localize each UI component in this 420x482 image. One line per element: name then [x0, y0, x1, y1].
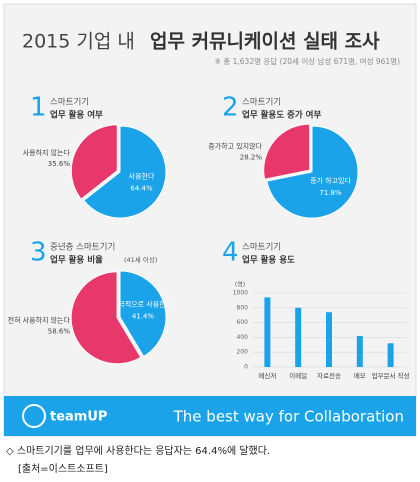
y-tick-label: 800 [237, 304, 249, 311]
x-tick-label: 이메일 [289, 371, 307, 380]
slice-label: 사용한다 [129, 171, 155, 180]
logo-icon [22, 404, 46, 428]
slice-value: 64.4% [130, 184, 153, 192]
title-bold: 업무 커뮤니케이션 실태 조사 [150, 31, 380, 53]
panel-label: 스마트기기 [242, 243, 281, 253]
x-tick-label: 메신저 [258, 371, 276, 380]
slice-label: 적극적으로 사용한다. [112, 300, 174, 309]
slice-value: 58.6% [48, 328, 71, 336]
panel-number: 1 [30, 93, 47, 123]
panel-title: 업무 활용 용도 [242, 255, 295, 266]
panel-background [3, 3, 417, 437]
y-tick-label: 600 [237, 319, 249, 326]
panel-title: 업무 활용도 증가 여부 [242, 110, 321, 121]
footer-band [4, 396, 416, 436]
slice-value: 41.4% [132, 313, 155, 321]
bar [356, 335, 363, 367]
panel-title: 업무 활용 여부 [50, 110, 103, 121]
subtitle: ※ 총 1,632명 응답 (20세 이상 남성 671명, 여성 961명) [215, 56, 400, 66]
pie-slice [83, 125, 167, 219]
slice-label: 전혀 사용하지 않는다 [8, 316, 71, 325]
y-unit: (명) [235, 281, 245, 289]
x-tick-label: 업무문서 작성 [372, 371, 410, 380]
bar [295, 307, 302, 367]
caption: ◇ 스마트기기를 업무에 사용한다는 응답자는 64.4%에 달했다. [6, 444, 270, 457]
slice-label: 사용하지 않는다 [23, 148, 71, 157]
panel-number: 3 [30, 238, 47, 268]
bar [264, 297, 271, 367]
panel-number: 2 [222, 93, 239, 123]
panel-label: 스마트기기 [242, 98, 281, 108]
x-tick-label: 자료전송 [317, 371, 341, 380]
panel-label: 스마트기기 [50, 98, 89, 108]
pie-slice [119, 270, 167, 358]
pie-slice [70, 271, 142, 365]
source: [출처=이스트소프트] [18, 463, 108, 475]
slogan: The best way for Collaboration [173, 408, 404, 426]
slice-value: 28.2% [240, 154, 263, 162]
x-tick-label: 메모 [354, 372, 366, 380]
panel-title: 업무 활용 비율 [50, 255, 103, 266]
brand: teamUP [50, 410, 107, 425]
slice-label: 증가하고 있지않다 [208, 142, 262, 151]
slice-label: 증가 하고있다 [310, 176, 351, 185]
y-tick-label: 400 [237, 334, 249, 341]
bar [387, 343, 394, 367]
title-light: 2015 기업 내 [22, 31, 135, 53]
pie-slice [263, 123, 311, 180]
y-tick-label: 0 [244, 364, 248, 371]
panel-number: 4 [222, 238, 239, 268]
slice-value: 35.6% [48, 160, 71, 168]
pie-slice [70, 124, 118, 200]
y-tick-label: 200 [237, 349, 249, 356]
bar [326, 312, 332, 367]
y-tick-label: 1000 [233, 290, 248, 297]
pie-slice [266, 125, 359, 219]
panel-label: 중년층 스마트기기 [50, 242, 115, 253]
panel-note: (41세 이상) [124, 255, 157, 264]
slice-value: 71.8% [319, 189, 342, 197]
